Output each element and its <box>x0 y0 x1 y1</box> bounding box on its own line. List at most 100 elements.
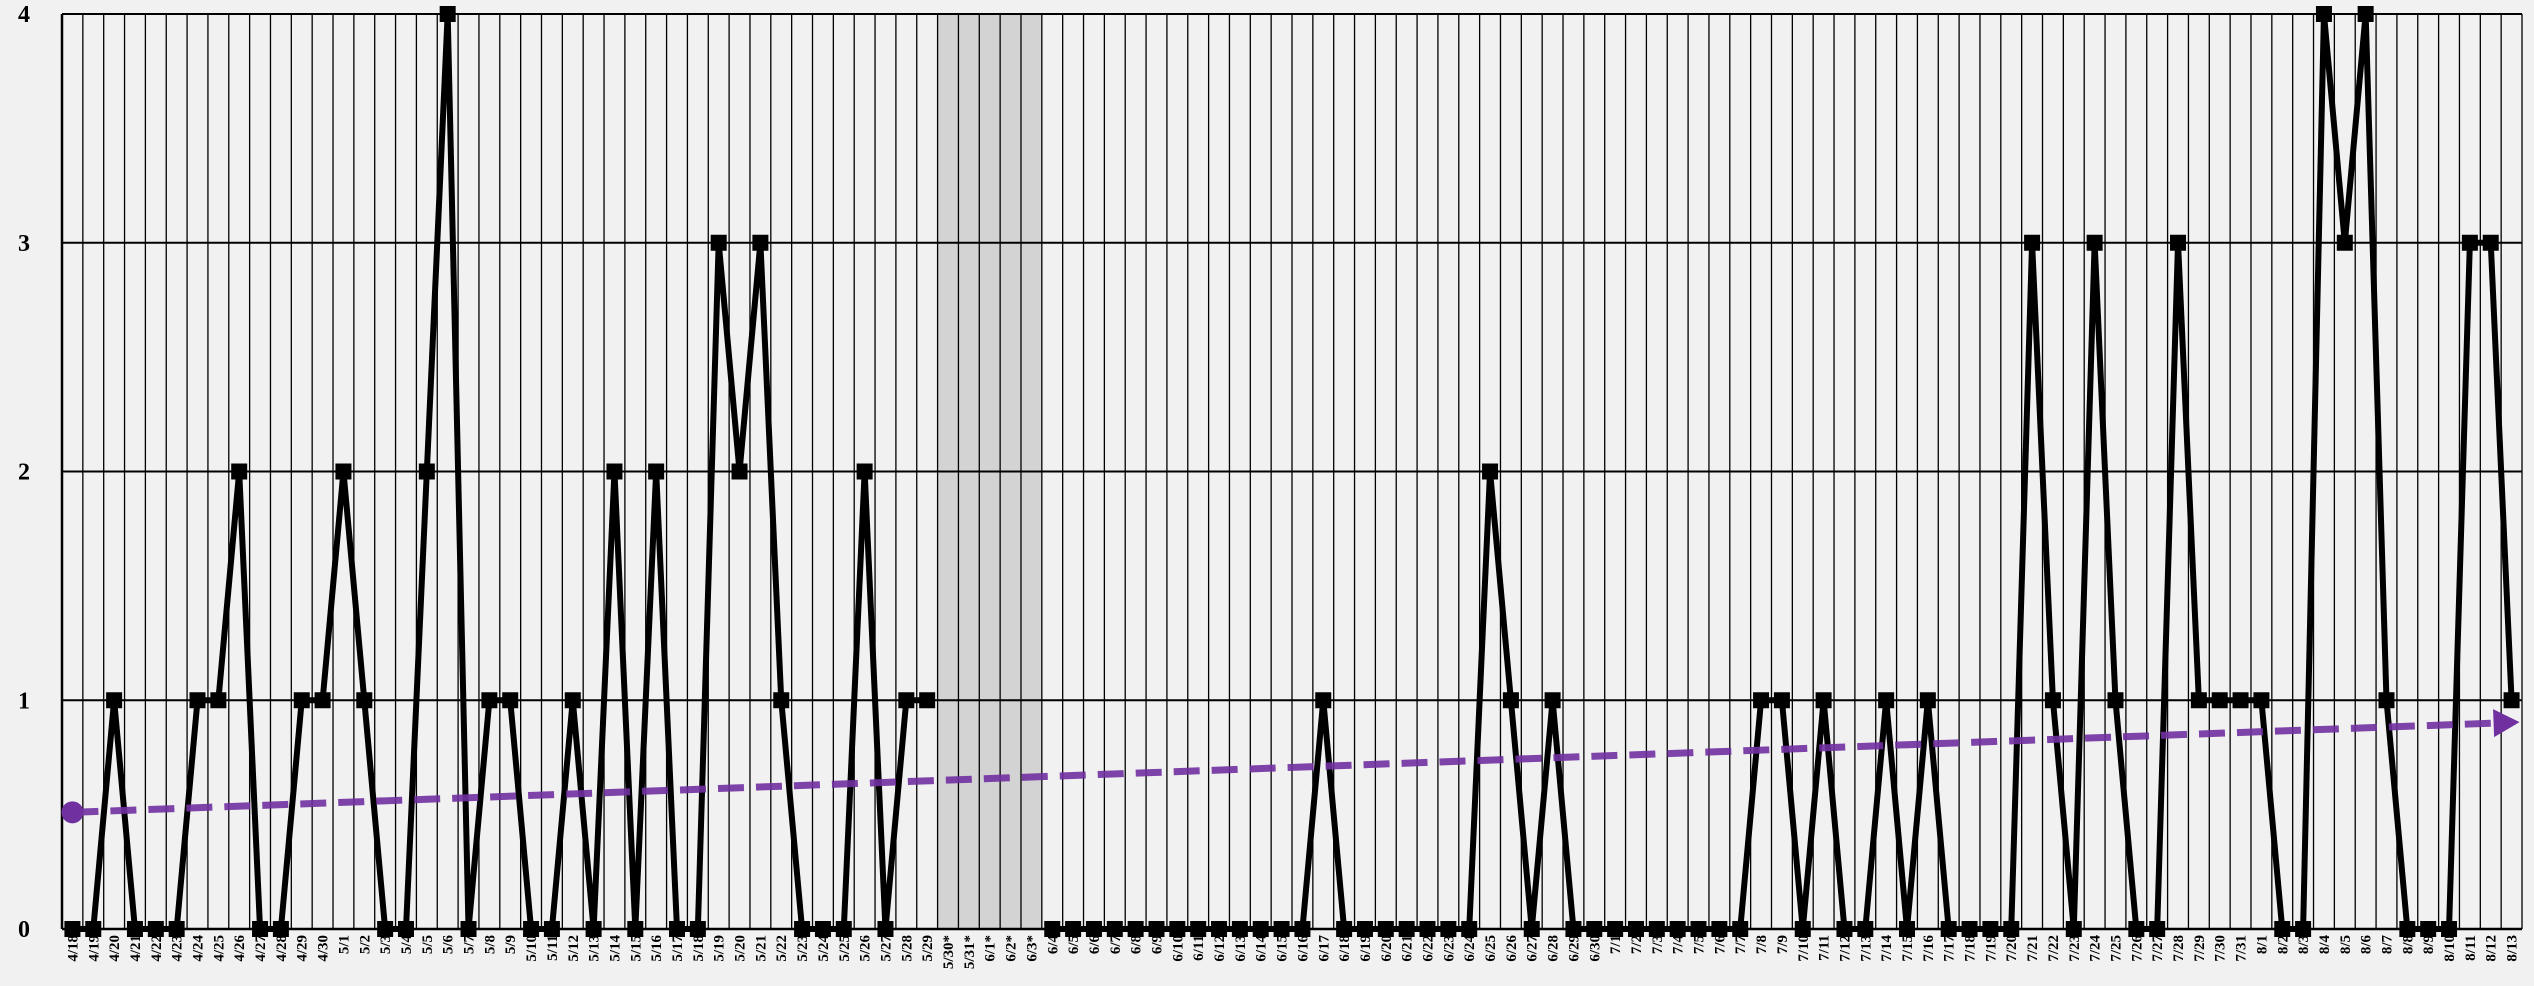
x-tick-label: 8/11 <box>2463 935 2479 961</box>
x-tick-label: 6/3* <box>1024 935 1040 962</box>
data-point <box>1836 921 1853 937</box>
data-point <box>898 692 915 709</box>
x-tick-label: 6/1* <box>983 935 999 962</box>
x-tick-label: 4/28 <box>274 935 290 962</box>
data-point <box>1899 921 1915 937</box>
x-tick-label: 7/31 <box>2234 935 2250 962</box>
x-tick-label: 5/1 <box>336 935 352 954</box>
x-tick-label: 6/27 <box>1525 935 1541 962</box>
x-tick-label: 5/18 <box>691 935 707 962</box>
x-tick-label: 6/25 <box>1483 935 1499 962</box>
x-tick-label: 6/29 <box>1566 935 1582 962</box>
x-tick-label: 6/10 <box>1170 935 1186 962</box>
data-point <box>752 234 769 251</box>
data-point <box>2336 234 2353 251</box>
x-tick-label: 6/23 <box>1441 935 1457 962</box>
x-tick-label: 6/26 <box>1504 935 1520 962</box>
data-point <box>1398 921 1415 937</box>
data-point <box>2044 692 2061 709</box>
data-point <box>814 921 831 937</box>
data-point <box>231 463 248 480</box>
x-tick-label: 7/8 <box>1754 935 1770 954</box>
x-tick-label: 5/30* <box>941 935 957 969</box>
data-point <box>1169 921 1186 937</box>
data-point <box>1794 921 1811 937</box>
x-tick-label: 5/12 <box>566 935 582 962</box>
x-tick-label: 6/2* <box>1004 935 1020 962</box>
trendline-arrowhead <box>2493 709 2520 738</box>
data-point <box>2420 921 2437 937</box>
data-point <box>1148 921 1165 937</box>
x-tick-label: 5/10 <box>524 935 540 962</box>
x-tick-label: 8/13 <box>2505 935 2521 962</box>
x-tick-label: 7/15 <box>1900 935 1916 962</box>
data-point <box>773 692 790 709</box>
data-point <box>1231 921 1248 937</box>
x-tick-label: 7/24 <box>2088 935 2104 962</box>
data-point <box>1857 921 1874 937</box>
trendline <box>61 709 2520 824</box>
data-point <box>1461 921 1478 937</box>
data-point <box>794 921 811 937</box>
x-tick-label: 4/19 <box>86 935 102 962</box>
data-point <box>1127 921 1144 937</box>
x-tick-label: 8/10 <box>2442 935 2458 962</box>
data-point <box>2232 692 2249 709</box>
data-point <box>1044 921 1061 937</box>
data-point <box>85 921 102 937</box>
x-tick-label: 7/27 <box>2150 935 2166 962</box>
data-point <box>2482 234 2499 251</box>
x-tick-label: 5/21 <box>753 935 769 962</box>
data-point <box>543 921 560 937</box>
data-point <box>648 463 665 480</box>
data-point <box>1565 921 1582 937</box>
x-tick-label: 8/1 <box>2254 935 2270 954</box>
x-tick-label: 7/11 <box>1817 935 1833 961</box>
data-point <box>2128 921 2145 937</box>
data-point <box>2357 6 2374 22</box>
data-point <box>2190 692 2207 709</box>
data-point <box>2170 234 2187 251</box>
x-tick-label: 7/5 <box>1692 935 1708 954</box>
data-point <box>2378 692 2395 709</box>
x-tick-label: 6/11 <box>1191 935 1207 961</box>
data-point <box>1356 921 1373 937</box>
data-point <box>2149 921 2166 937</box>
data-point <box>1773 692 1790 709</box>
data-point <box>689 921 706 937</box>
data-point <box>64 921 81 937</box>
data-point <box>1982 921 1999 937</box>
y-tick-label: 0 <box>18 917 30 943</box>
data-point <box>1690 921 1707 937</box>
data-point <box>439 6 456 22</box>
data-point <box>481 692 498 709</box>
x-tick-labels: 4/18 4/19 4/20 4/21 4/22 4/23 4/24 4/25 4/26 4/27… <box>65 935 2520 970</box>
data-point <box>2399 921 2416 937</box>
data-point <box>252 921 269 937</box>
x-tick-label: 4/26 <box>232 935 248 962</box>
x-tick-label: 5/17 <box>670 935 686 962</box>
data-point <box>2211 692 2228 709</box>
data-point <box>1940 921 1957 937</box>
x-tick-label: 6/21 <box>1400 935 1416 962</box>
data-point <box>1252 921 1269 937</box>
data-point <box>669 921 685 937</box>
x-tick-label: 7/10 <box>1796 935 1812 962</box>
x-tick-label: 8/9 <box>2421 935 2437 954</box>
data-point <box>627 921 644 937</box>
x-tick-label: 7/18 <box>1963 935 1979 962</box>
x-tick-label: 5/5 <box>420 935 436 954</box>
x-tick-label: 8/5 <box>2338 935 2354 954</box>
x-tick-label: 8/6 <box>2359 935 2375 955</box>
data-point <box>1711 921 1728 937</box>
x-tick-label: 6/18 <box>1337 935 1353 962</box>
x-tick-label: 4/30 <box>316 935 332 962</box>
y-tick-label: 4 <box>18 2 30 28</box>
data-point <box>1315 692 1332 709</box>
data-point <box>877 921 894 937</box>
data-point <box>1211 921 1228 937</box>
x-tick-label: 6/20 <box>1379 935 1395 962</box>
data-point <box>606 463 623 480</box>
data-point <box>397 921 414 937</box>
